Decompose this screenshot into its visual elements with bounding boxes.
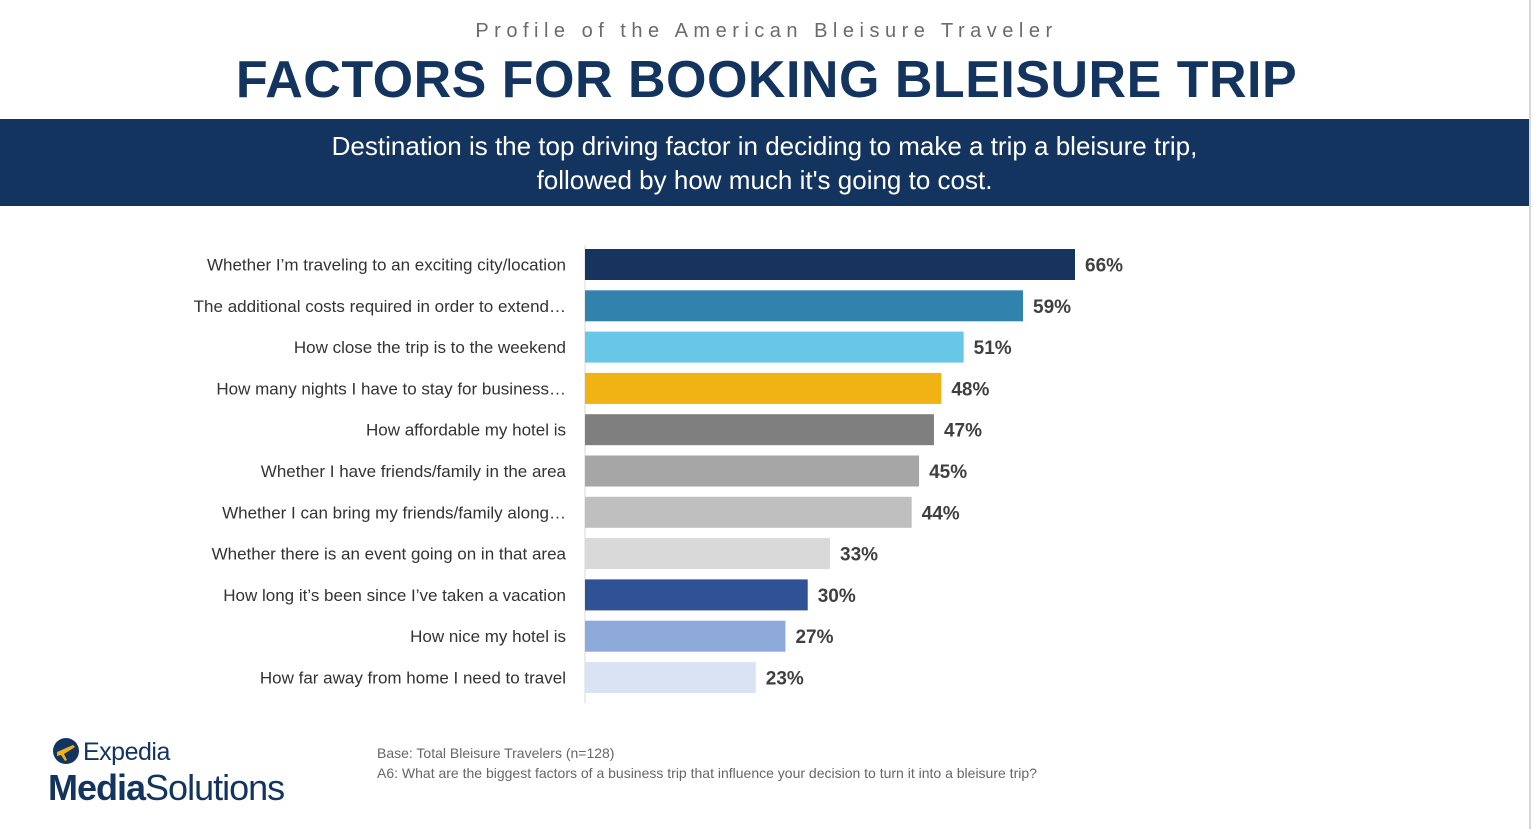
value-label-1: 66% <box>1085 256 1123 277</box>
value-label-9: 30% <box>818 586 856 607</box>
category-label-11: How far away from home I need to travel <box>260 669 566 688</box>
logo-product-light: Solutions <box>145 767 285 808</box>
bar-10 <box>585 620 786 652</box>
globe-plane-icon <box>53 738 79 764</box>
bar-11 <box>585 662 756 693</box>
bar-6 <box>585 455 920 487</box>
bar-4 <box>585 372 942 404</box>
value-label-5: 47% <box>944 421 982 442</box>
report-kicker: Profile of the American Bleisure Travele… <box>475 20 1058 42</box>
page-title: FACTORS FOR BOOKING BLEISURE TRIP <box>235 51 1298 109</box>
bar-7 <box>585 496 912 528</box>
logo-brand-text: Expedia <box>83 738 170 766</box>
category-label-2: The additional costs required in order t… <box>194 297 566 316</box>
category-label-10: How nice my hotel is <box>410 627 566 646</box>
value-label-2: 59% <box>1033 297 1071 318</box>
category-label-1: Whether I’m traveling to an exciting cit… <box>207 256 566 275</box>
category-label-8: Whether there is an event going on in th… <box>212 545 567 564</box>
bar-5 <box>585 414 934 446</box>
bar-9 <box>585 579 808 611</box>
category-label-3: How close the trip is to the weekend <box>294 338 566 357</box>
bar-8 <box>585 538 830 570</box>
banner-line-2: followed by how much it's going to cost. <box>536 165 993 195</box>
value-label-3: 51% <box>974 338 1012 359</box>
bar-2 <box>585 290 1024 322</box>
base-footnote: Base: Total Bleisure Travelers (n=128) <box>377 745 615 761</box>
value-label-6: 45% <box>929 462 967 483</box>
value-label-11: 23% <box>766 669 804 690</box>
question-footnote: A6: What are the biggest factors of a bu… <box>377 765 1037 781</box>
value-label-7: 44% <box>922 503 960 524</box>
category-label-5: How affordable my hotel is <box>366 421 566 440</box>
category-label-7: Whether I can bring my friends/family al… <box>222 503 566 522</box>
right-edge-rule <box>1529 0 1531 829</box>
expedia-media-solutions-logo: Expedia MediaSolutions <box>48 733 318 813</box>
headline-banner: Destination is the top driving factor in… <box>0 119 1529 206</box>
bar-3 <box>585 331 964 363</box>
value-label-4: 48% <box>951 379 989 400</box>
bar-1 <box>585 249 1075 280</box>
banner-line-1: Destination is the top driving factor in… <box>331 131 1198 161</box>
value-label-8: 33% <box>840 545 878 566</box>
category-label-9: How long it’s been since I’ve taken a va… <box>223 586 566 605</box>
category-label-6: Whether I have friends/family in the are… <box>261 462 567 481</box>
category-label-4: How many nights I have to stay for busin… <box>216 379 566 398</box>
logo-product-text: MediaSolutions <box>48 767 285 809</box>
value-label-10: 27% <box>795 627 833 648</box>
logo-product-bold: Media <box>48 767 146 808</box>
